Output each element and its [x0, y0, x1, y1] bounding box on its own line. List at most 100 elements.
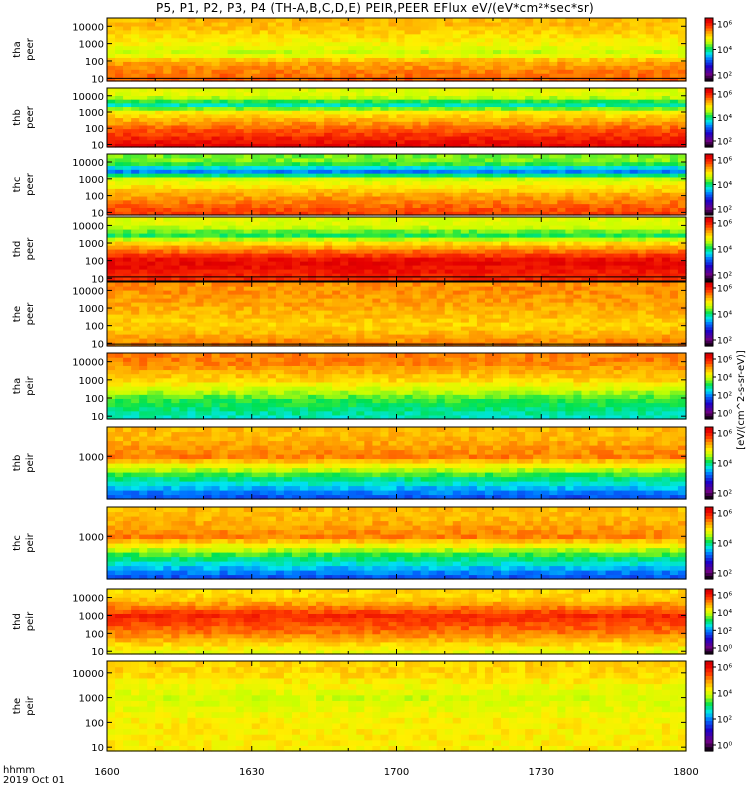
- spectrogram-cell: [211, 225, 221, 230]
- spectrogram-cell: [308, 265, 317, 270]
- spectrogram-cell: [621, 139, 631, 144]
- spectrogram-cell: [428, 217, 438, 222]
- spectrogram-cell: [605, 49, 615, 55]
- spectrogram-cell: [348, 18, 357, 23]
- spectrogram-cell: [541, 99, 550, 104]
- spectrogram-cell: [348, 269, 357, 274]
- spectrogram-cell: [549, 229, 558, 234]
- spectrogram-cell: [621, 165, 631, 170]
- colorbar-tick-label: 10²: [717, 272, 732, 282]
- spectrogram-cell: [380, 249, 390, 254]
- spectrogram-cell: [444, 173, 454, 178]
- spectrogram-cell: [155, 37, 164, 43]
- spectrogram-cell: [661, 221, 671, 226]
- spectrogram-cell: [131, 45, 140, 51]
- spectrogram-cell: [581, 88, 591, 93]
- spectrogram-cell: [243, 273, 253, 278]
- spectrogram-cell: [573, 124, 583, 130]
- spectrogram-cell: [525, 124, 534, 130]
- spectrogram-cell: [291, 253, 301, 258]
- spectrogram-cell: [460, 95, 470, 100]
- spectrogram-cell: [267, 124, 277, 130]
- spectrogram-cell: [243, 135, 253, 141]
- spectrogram-cell: [533, 95, 542, 100]
- spectrogram-cell: [275, 121, 285, 126]
- spectrogram-cell: [460, 180, 470, 186]
- spectrogram-cell: [364, 257, 373, 262]
- spectrogram-cell: [420, 188, 430, 193]
- spectrogram-cell: [565, 253, 575, 258]
- spectrogram-cell: [493, 102, 502, 108]
- spectrogram-cell: [653, 102, 663, 108]
- spectrogram-cell: [589, 265, 599, 270]
- spectrogram-cell: [372, 165, 382, 170]
- spectrogram-cell: [115, 277, 124, 282]
- spectrogram-cell: [316, 95, 325, 100]
- spectrogram-cell: [235, 269, 245, 274]
- colorbar-tick-label: 10⁴: [717, 114, 732, 124]
- spectrogram-cell: [259, 91, 269, 96]
- spectrogram-cell: [525, 143, 534, 148]
- spectrogram-cell: [308, 121, 317, 126]
- colorbar-step: [705, 25, 713, 30]
- spectrogram-cell: [179, 154, 189, 159]
- spectrogram-cell: [227, 165, 237, 170]
- spectrogram-cell: [219, 77, 229, 82]
- y-tick-label: 10000: [72, 22, 104, 33]
- spectrogram-cell: [669, 277, 679, 282]
- spectrogram-cell: [428, 69, 438, 74]
- spectrogram-cell: [468, 41, 478, 47]
- spectrogram-cell: [653, 124, 663, 130]
- spectrogram-cell: [219, 37, 229, 43]
- spectrogram-cell: [356, 277, 365, 282]
- spectrogram-cell: [541, 157, 550, 163]
- spectrogram-cell: [308, 113, 317, 119]
- spectrogram-cell: [460, 154, 470, 159]
- spectrogram-cell: [316, 207, 325, 212]
- spectrogram-cell: [179, 102, 189, 108]
- spectrogram-cell: [565, 57, 575, 62]
- spectrogram-cell: [589, 157, 599, 163]
- spectrogram-cell: [203, 269, 213, 274]
- spectrogram-cell: [501, 88, 510, 93]
- spectrogram-cell: [677, 49, 687, 55]
- spectrogram-cell: [501, 45, 510, 51]
- spectrogram-cell: [581, 128, 591, 133]
- spectrogram-cell: [669, 91, 679, 96]
- spectrogram-cell: [187, 132, 197, 137]
- spectrogram-cell: [380, 37, 390, 43]
- spectrogram-cell: [573, 157, 583, 163]
- spectrogram-cell: [235, 273, 245, 278]
- spectrogram-cell: [396, 261, 406, 266]
- spectrogram-cell: [348, 173, 357, 178]
- spectrogram-cell: [501, 173, 510, 178]
- spectrogram-cell: [541, 265, 550, 270]
- spectrogram-cell: [267, 37, 277, 43]
- spectrogram-cell: [123, 322, 132, 327]
- spectrogram-cell: [372, 45, 382, 51]
- spectrogram-cell: [661, 65, 671, 70]
- spectrogram-cell: [460, 241, 470, 246]
- spectrogram-cell: [364, 233, 373, 238]
- spectrogram-cell: [283, 211, 293, 216]
- spectrogram-cell: [525, 65, 534, 70]
- spectrogram-cell: [677, 207, 687, 212]
- spectrogram-cell: [203, 121, 213, 126]
- spectrogram-cell: [203, 33, 213, 39]
- spectrogram-cell: [613, 69, 623, 74]
- spectrogram-cell: [589, 106, 599, 111]
- spectrogram-cell: [468, 154, 478, 159]
- spectrogram-cell: [557, 188, 566, 193]
- spectrogram-cell: [291, 25, 301, 31]
- spectrogram-cell: [444, 91, 454, 96]
- spectrogram-cell: [428, 143, 438, 148]
- spectrogram-cell: [452, 18, 462, 23]
- spectrogram-cell: [115, 25, 124, 31]
- spectrogram-cell: [259, 49, 269, 55]
- spectrogram-cell: [396, 269, 406, 274]
- spectrogram-cell: [589, 217, 599, 222]
- spectrogram-cell: [171, 117, 180, 122]
- colorbar-step: [705, 65, 713, 69]
- spectrogram-cell: [501, 273, 510, 278]
- spectrogram-cell: [243, 229, 253, 234]
